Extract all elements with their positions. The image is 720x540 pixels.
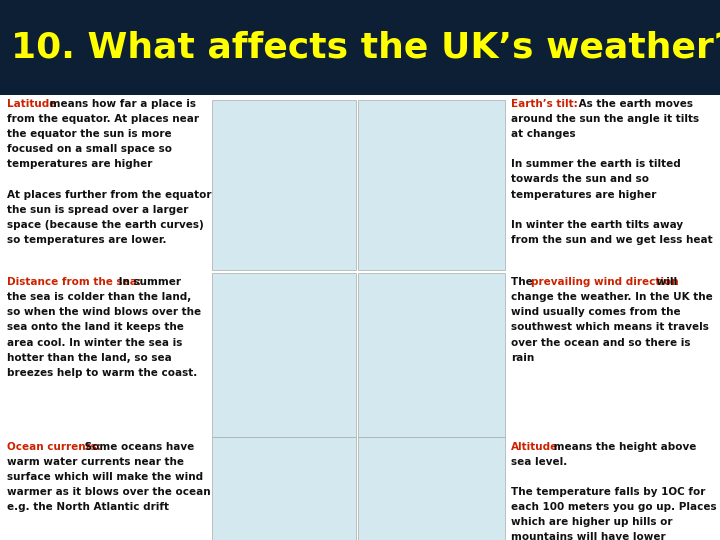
Text: Distance from the sea:: Distance from the sea: (7, 277, 141, 287)
Text: from the equator. At places near: from the equator. At places near (7, 114, 199, 124)
Text: e.g. the North Atlantic drift: e.g. the North Atlantic drift (7, 502, 169, 512)
Text: change the weather. In the UK the: change the weather. In the UK the (511, 292, 713, 302)
Text: wind usually comes from the: wind usually comes from the (511, 307, 681, 318)
Text: Latitude: Latitude (7, 99, 57, 109)
Bar (0, 0, 720, 94)
Text: rain: rain (511, 353, 534, 363)
Bar (358, 273, 505, 437)
Text: breezes help to warm the coast.: breezes help to warm the coast. (7, 368, 197, 378)
Text: over the ocean and so there is: over the ocean and so there is (511, 338, 690, 348)
Text: means the height above: means the height above (550, 442, 697, 452)
Text: The temperature falls by 1OC for: The temperature falls by 1OC for (511, 487, 706, 497)
Text: surface which will make the wind: surface which will make the wind (7, 472, 203, 482)
Text: temperatures are higher: temperatures are higher (7, 159, 153, 170)
Bar (212, 100, 356, 270)
Text: each 100 meters you go up. Places: each 100 meters you go up. Places (511, 502, 717, 512)
Text: warm water currents near the: warm water currents near the (7, 457, 184, 467)
Text: around the sun the angle it tilts: around the sun the angle it tilts (511, 114, 699, 124)
Text: Earth’s tilt:: Earth’s tilt: (511, 99, 578, 109)
Text: the equator the sun is more: the equator the sun is more (7, 129, 172, 139)
Text: space (because the earth curves): space (because the earth curves) (7, 220, 204, 230)
Text: Altitude: Altitude (511, 442, 559, 452)
Text: At places further from the equator: At places further from the equator (7, 190, 212, 200)
Text: at changes: at changes (511, 129, 576, 139)
Text: hotter than the land, so sea: hotter than the land, so sea (7, 353, 172, 363)
Text: which are higher up hills or: which are higher up hills or (511, 517, 672, 528)
Bar (212, 273, 356, 437)
Bar (358, 100, 505, 270)
Text: southwest which means it travels: southwest which means it travels (511, 322, 709, 333)
Text: warmer as it blows over the ocean: warmer as it blows over the ocean (7, 487, 211, 497)
Text: mountains will have lower: mountains will have lower (511, 532, 666, 540)
Bar (212, 437, 356, 540)
Text: sea level.: sea level. (511, 457, 567, 467)
Text: Ocean currents:: Ocean currents: (7, 442, 101, 452)
Text: the sea is colder than the land,: the sea is colder than the land, (7, 292, 192, 302)
Text: so when the wind blows over the: so when the wind blows over the (7, 307, 202, 318)
Text: 10. What affects the UK’s weather?: 10. What affects the UK’s weather? (11, 30, 720, 64)
Text: sea onto the land it keeps the: sea onto the land it keeps the (7, 322, 184, 333)
Text: focused on a small space so: focused on a small space so (7, 144, 172, 154)
Bar (0, 94, 720, 540)
Text: In summer the earth is tilted: In summer the earth is tilted (511, 159, 681, 170)
Text: means how far a place is: means how far a place is (46, 99, 197, 109)
Text: area cool. In winter the sea is: area cool. In winter the sea is (7, 338, 183, 348)
Text: the sun is spread over a larger: the sun is spread over a larger (7, 205, 189, 215)
Text: The: The (511, 277, 536, 287)
Text: temperatures are higher: temperatures are higher (511, 190, 657, 200)
Text: prevailing wind direction: prevailing wind direction (531, 277, 678, 287)
Text: In summer: In summer (115, 277, 181, 287)
Text: will: will (653, 277, 678, 287)
Text: In winter the earth tilts away: In winter the earth tilts away (511, 220, 683, 230)
Text: so temperatures are lower.: so temperatures are lower. (7, 235, 167, 245)
Text: towards the sun and so: towards the sun and so (511, 174, 649, 185)
Text: from the sun and we get less heat: from the sun and we get less heat (511, 235, 713, 245)
Bar (358, 437, 505, 540)
Text: As the earth moves: As the earth moves (575, 99, 693, 109)
Text: Some oceans have: Some oceans have (81, 442, 194, 452)
